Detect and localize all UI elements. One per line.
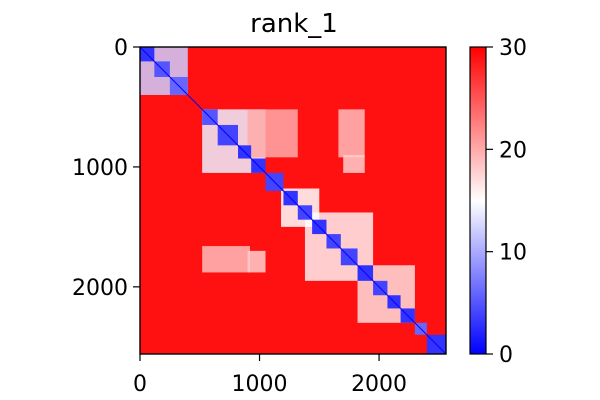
y-tick-label: 2000 bbox=[72, 276, 128, 301]
chart-title: rank_1 bbox=[250, 9, 338, 39]
colorbar-tick-label: 10 bbox=[499, 241, 527, 266]
y-tick-label: 1000 bbox=[72, 156, 128, 181]
heatmap-region-2 bbox=[247, 109, 298, 158]
colorbar-ticks: 0 10 20 30 bbox=[486, 36, 527, 368]
colorbar-tick-label: 30 bbox=[499, 36, 527, 61]
heatmap-plot-area bbox=[139, 46, 447, 355]
heatmap-region-7 bbox=[247, 250, 266, 273]
heatmap-region-4 bbox=[202, 246, 250, 273]
diagonal-line bbox=[139, 46, 447, 355]
heatmap-region-6 bbox=[343, 154, 365, 173]
x-axis: 0 1000 2000 bbox=[133, 354, 407, 397]
plot-frame bbox=[139, 46, 447, 355]
colorbar-tick-label: 0 bbox=[499, 343, 513, 368]
colorbar-tick-label: 20 bbox=[499, 138, 527, 163]
heatmap-region-3 bbox=[338, 109, 365, 158]
y-tick-label: 0 bbox=[114, 36, 128, 61]
x-tick-label: 0 bbox=[133, 372, 147, 397]
colorbar-frame bbox=[469, 46, 487, 355]
colorbar: 0 10 20 30 bbox=[469, 36, 527, 368]
colorbar-gradient bbox=[470, 47, 486, 354]
x-tick-label: 1000 bbox=[232, 372, 288, 397]
x-tick-label: 2000 bbox=[351, 372, 407, 397]
y-axis: 0 1000 2000 bbox=[72, 36, 140, 301]
